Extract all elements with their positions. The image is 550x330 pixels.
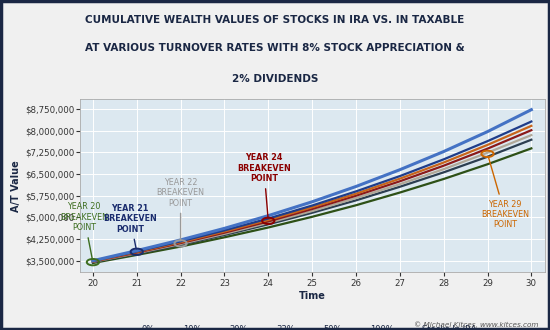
X-axis label: Time: Time	[299, 291, 326, 301]
Text: © Michael Kitces, www.kitces.com: © Michael Kitces, www.kitces.com	[415, 322, 539, 328]
Text: YEAR 20
BREAKEVEN
POINT: YEAR 20 BREAKEVEN POINT	[60, 203, 108, 259]
Text: YEAR 22
BREAKEVEN
POINT: YEAR 22 BREAKEVEN POINT	[157, 178, 205, 241]
Text: YEAR 21
BREAKEVEN
POINT: YEAR 21 BREAKEVEN POINT	[103, 204, 157, 249]
Text: CUMULATIVE WEALTH VALUES OF STOCKS IN IRA VS. IN TAXABLE: CUMULATIVE WEALTH VALUES OF STOCKS IN IR…	[85, 15, 465, 25]
Text: AT VARIOUS TURNOVER RATES WITH 8% STOCK APPRECIATION &: AT VARIOUS TURNOVER RATES WITH 8% STOCK …	[85, 43, 465, 53]
Text: YEAR 29
BREAKEVEN
POINT: YEAR 29 BREAKEVEN POINT	[481, 156, 529, 229]
Text: 2% DIVIDENDS: 2% DIVIDENDS	[232, 74, 318, 83]
Legend: 0%, 10%, 20%, 33%, 50%, 100%, Stocks In IRA: 0%, 10%, 20%, 33%, 50%, 100%, Stocks In …	[116, 322, 480, 330]
Text: YEAR 24
BREAKEVEN
POINT: YEAR 24 BREAKEVEN POINT	[237, 153, 291, 218]
Y-axis label: A/T Value: A/T Value	[11, 160, 21, 212]
